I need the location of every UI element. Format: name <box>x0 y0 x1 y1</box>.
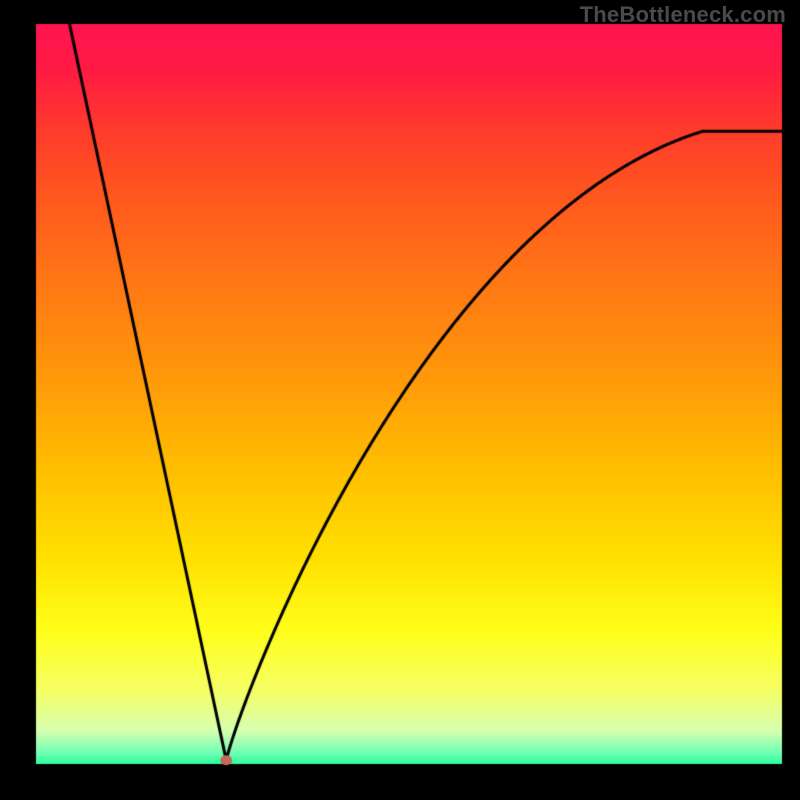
watermark-text: TheBottleneck.com <box>580 2 786 28</box>
chart-stage: TheBottleneck.com <box>0 0 800 800</box>
chart-canvas <box>0 0 800 800</box>
